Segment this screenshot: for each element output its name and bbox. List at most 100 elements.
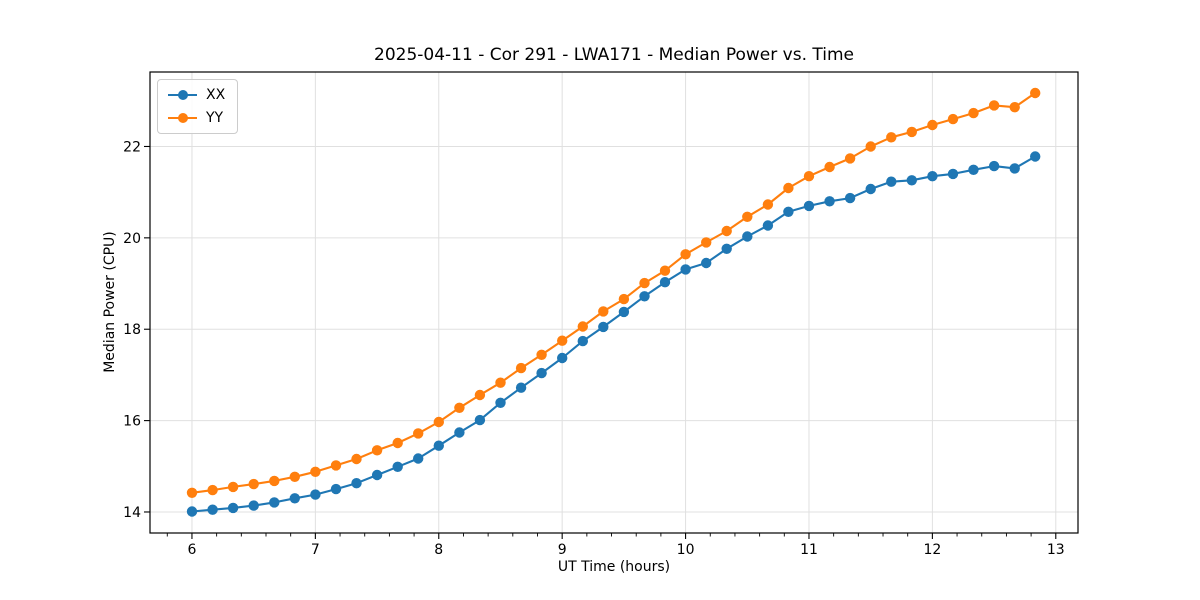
data-point xyxy=(844,153,856,164)
data-point xyxy=(639,291,650,302)
data-point xyxy=(454,402,465,413)
data-point xyxy=(310,466,321,477)
data-point xyxy=(762,199,774,210)
data-point xyxy=(886,176,897,187)
legend-label-yy: YY xyxy=(206,110,224,126)
data-point xyxy=(598,321,609,333)
data-point xyxy=(1009,102,1020,113)
data-point xyxy=(413,428,424,439)
series-xx-markers xyxy=(186,151,1041,517)
data-point xyxy=(886,132,897,143)
data-point xyxy=(1030,151,1041,162)
data-point xyxy=(351,453,362,465)
y-axis-label: Median Power (CPU) xyxy=(102,231,118,373)
x-tick-label: 9 xyxy=(558,542,567,558)
data-point xyxy=(742,231,753,242)
x-tick-label: 6 xyxy=(187,542,196,558)
y-tick-label: 18 xyxy=(123,322,141,338)
data-point xyxy=(227,502,239,514)
data-point xyxy=(783,206,794,217)
data-point xyxy=(927,119,938,131)
data-point xyxy=(433,416,444,428)
data-point xyxy=(947,113,959,125)
x-tick-label: 12 xyxy=(923,542,941,558)
data-point xyxy=(515,362,527,374)
data-point xyxy=(1030,87,1041,99)
legend-label-xx: XX xyxy=(206,87,226,103)
data-point xyxy=(269,497,280,508)
data-point xyxy=(371,469,383,481)
data-point xyxy=(330,483,342,495)
data-point xyxy=(248,500,259,511)
data-point xyxy=(824,196,835,207)
data-point xyxy=(988,100,1000,111)
data-point xyxy=(803,171,815,182)
x-tick-label: 11 xyxy=(800,542,818,558)
yy-series-swatch-icon xyxy=(168,112,197,124)
data-point xyxy=(207,504,218,515)
y-tick-label: 16 xyxy=(123,414,141,430)
xx-series-swatch-icon xyxy=(168,89,197,101)
data-point xyxy=(659,265,671,276)
data-point xyxy=(742,211,753,222)
data-point xyxy=(783,182,794,194)
series-yy-markers xyxy=(186,87,1041,498)
data-point xyxy=(865,141,876,152)
data-point xyxy=(392,437,403,449)
data-point xyxy=(227,481,239,493)
data-point xyxy=(721,243,732,254)
data-point xyxy=(598,306,609,317)
data-point xyxy=(762,220,774,231)
data-point xyxy=(433,440,444,451)
data-point xyxy=(680,264,691,275)
data-point xyxy=(557,352,568,364)
data-point xyxy=(721,225,732,237)
data-point xyxy=(371,445,383,456)
y-tick-label: 14 xyxy=(123,505,141,521)
chart-title: 2025-04-11 - Cor 291 - LWA171 - Median P… xyxy=(374,45,854,65)
data-point xyxy=(701,257,712,269)
data-point xyxy=(906,126,917,138)
series-yy-line xyxy=(191,92,1036,494)
data-point xyxy=(577,335,588,347)
data-point xyxy=(413,453,424,464)
data-point xyxy=(988,160,1000,172)
legend: XX YY xyxy=(157,79,239,134)
data-point xyxy=(495,377,506,388)
x-tick-label: 8 xyxy=(434,542,443,558)
data-point xyxy=(289,493,300,504)
data-point xyxy=(351,478,362,489)
data-point xyxy=(618,306,630,318)
data-point xyxy=(536,349,547,360)
data-point xyxy=(968,107,979,119)
data-point xyxy=(906,175,917,186)
x-tick-label: 13 xyxy=(1047,542,1065,558)
data-point xyxy=(495,397,506,408)
data-point xyxy=(474,414,486,426)
data-point xyxy=(968,164,979,175)
data-point xyxy=(186,506,198,517)
series-xx-line xyxy=(191,155,1036,513)
data-point xyxy=(927,171,938,182)
y-tick-label: 22 xyxy=(123,139,141,155)
data-point xyxy=(330,460,342,471)
data-point xyxy=(536,367,547,379)
legend-item-xx: XX xyxy=(168,87,225,103)
data-point xyxy=(269,475,280,487)
data-point xyxy=(947,168,959,180)
data-point xyxy=(659,277,671,288)
data-point xyxy=(803,200,815,212)
x-axis-label: UT Time (hours) xyxy=(557,559,671,575)
legend-item-yy: YY xyxy=(168,110,225,126)
data-point xyxy=(865,183,876,195)
data-point xyxy=(474,389,486,401)
data-point xyxy=(577,321,588,332)
data-point xyxy=(289,471,300,482)
data-point xyxy=(248,478,259,490)
data-point xyxy=(207,484,218,496)
data-point xyxy=(639,277,650,289)
data-point xyxy=(454,427,465,438)
data-point xyxy=(701,237,712,248)
